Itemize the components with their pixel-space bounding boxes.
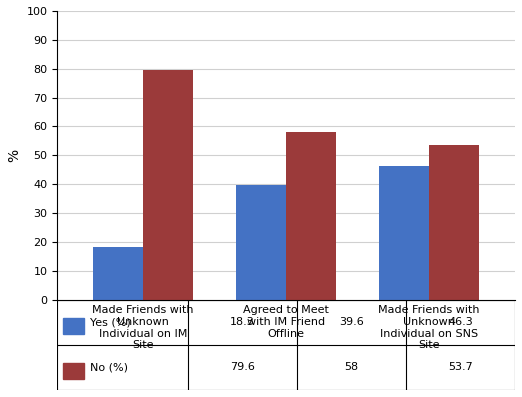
Text: 58: 58: [345, 362, 359, 372]
Text: 53.7: 53.7: [448, 362, 473, 372]
Text: No (%): No (%): [90, 362, 128, 372]
Bar: [93, 247, 143, 300]
Bar: [379, 166, 429, 300]
Text: 46.3: 46.3: [448, 317, 473, 328]
Text: 79.6: 79.6: [230, 362, 255, 372]
Text: 39.6: 39.6: [339, 317, 364, 328]
Bar: [429, 145, 479, 300]
Text: 18.3: 18.3: [230, 317, 255, 328]
Bar: [286, 132, 336, 300]
Text: Yes (%): Yes (%): [90, 317, 130, 328]
Bar: [143, 70, 193, 300]
Bar: [63, 318, 85, 333]
Bar: [63, 363, 85, 379]
Y-axis label: %: %: [7, 149, 21, 162]
Bar: [236, 185, 286, 300]
